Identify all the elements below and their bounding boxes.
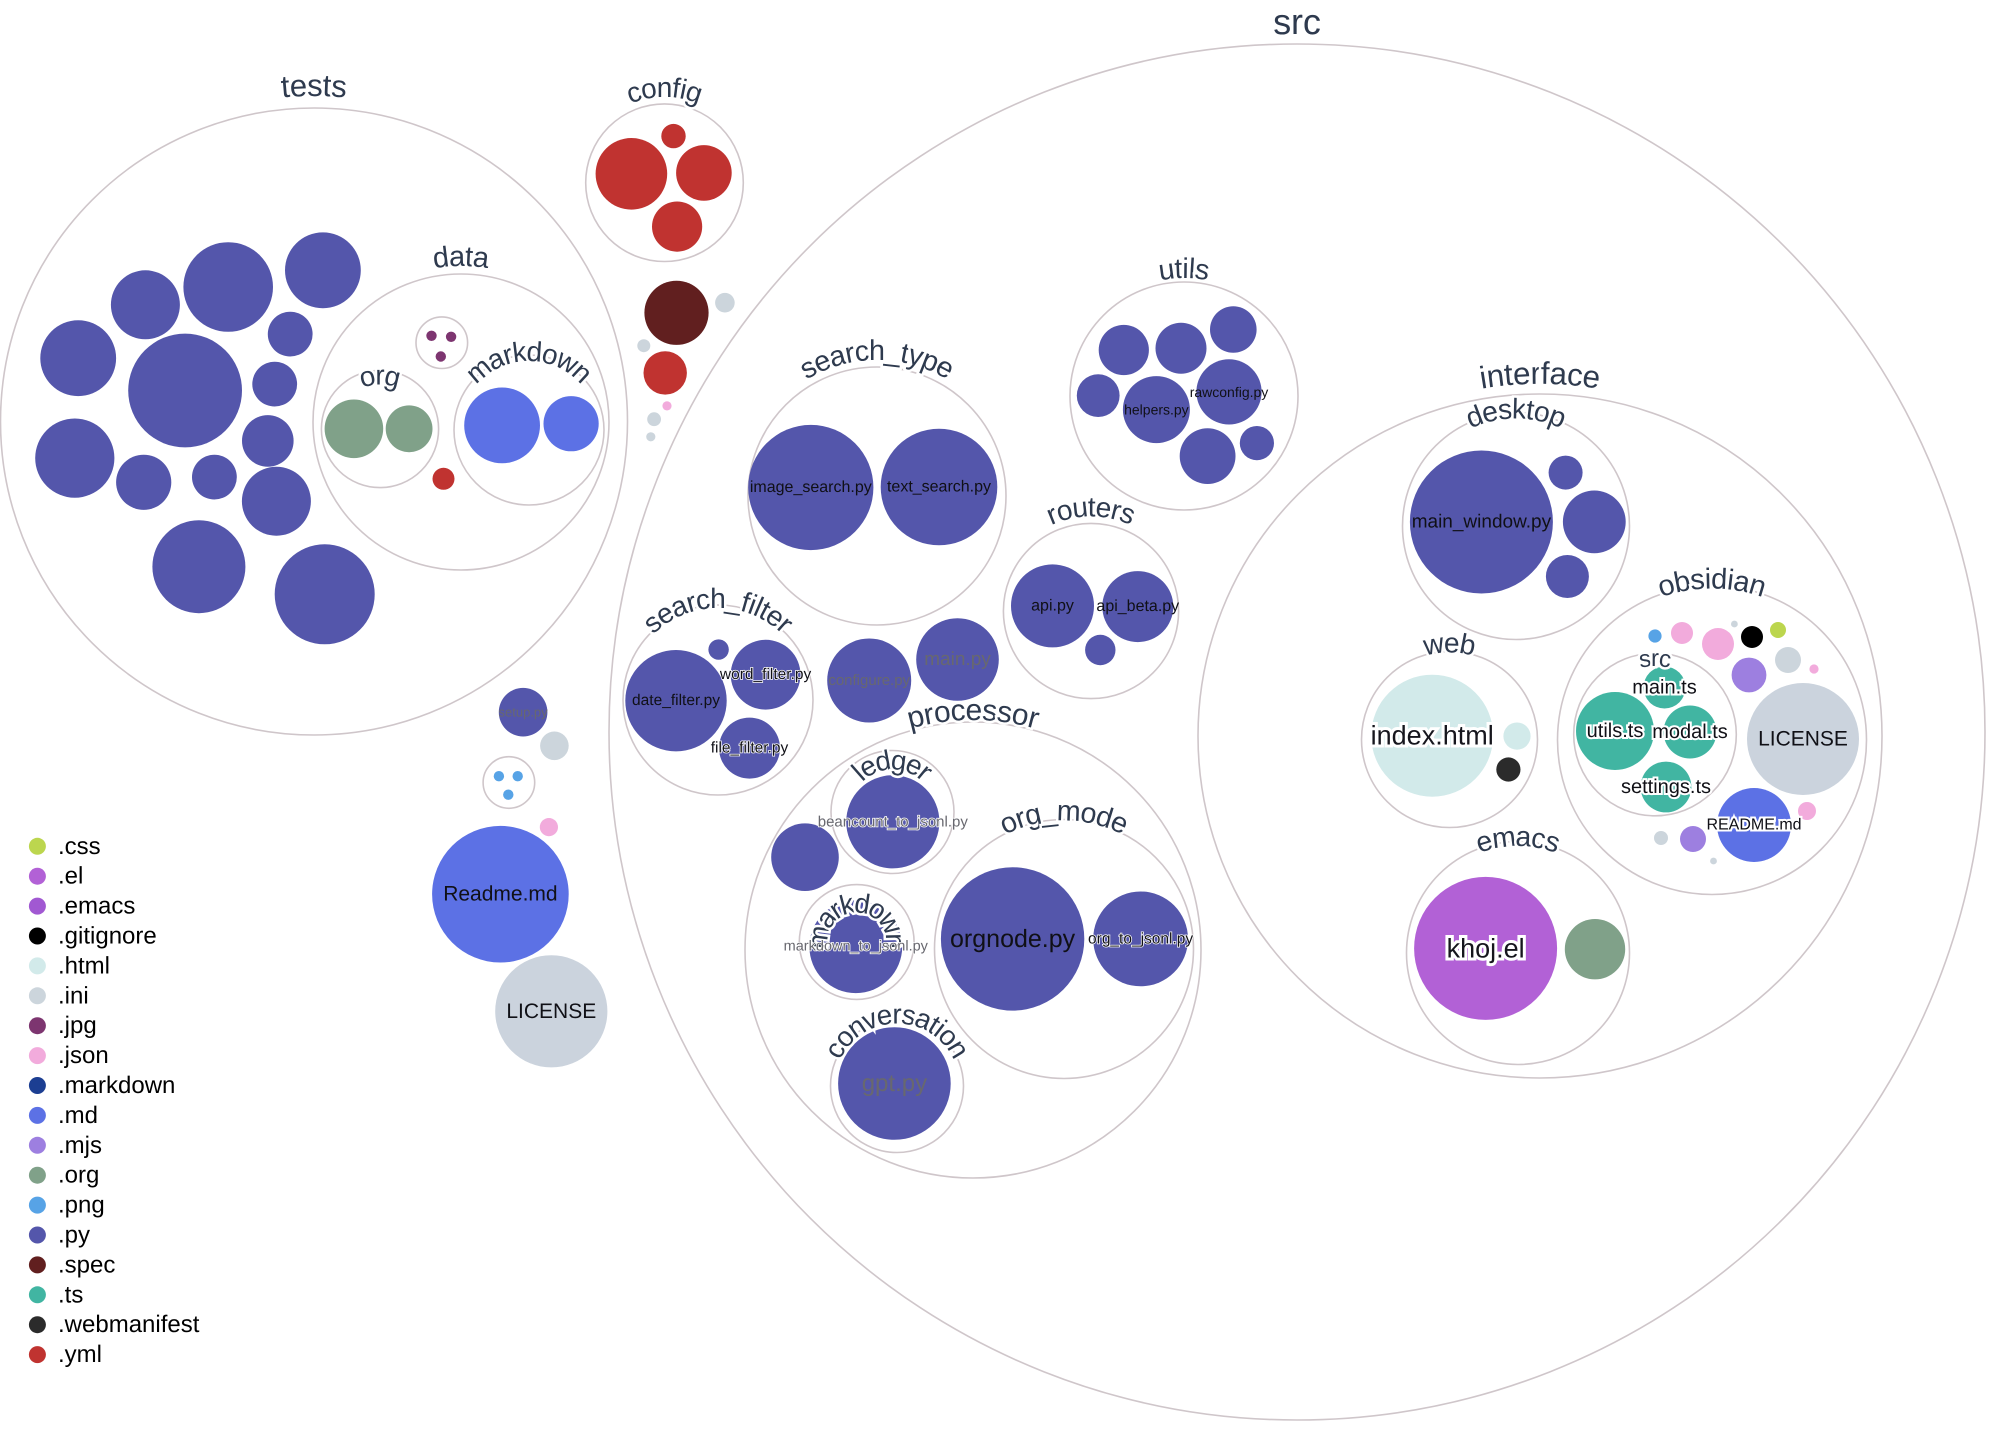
svg-text:markdown_to_jsonl.py: markdown_to_jsonl.py <box>784 939 929 955</box>
svg-text:LICENSE: LICENSE <box>506 1000 596 1023</box>
svg-text:configure.py: configure.py <box>828 672 910 689</box>
svg-text:.webmanifest: .webmanifest <box>58 1311 200 1338</box>
svg-text:index.html: index.html <box>1371 721 1494 751</box>
svg-text:tests: tests <box>280 68 349 105</box>
svg-text:.mjs: .mjs <box>58 1132 102 1159</box>
svg-text:main.py: main.py <box>924 649 991 670</box>
svg-text:rawconfig.py: rawconfig.py <box>1190 384 1269 400</box>
svg-text:Readme.md: Readme.md <box>443 883 557 906</box>
svg-text:utils.ts: utils.ts <box>1587 720 1644 742</box>
svg-text:api.py: api.py <box>1031 597 1074 614</box>
svg-text:settings.ts: settings.ts <box>1621 776 1711 798</box>
svg-text:.yml: .yml <box>58 1341 102 1368</box>
svg-text:data: data <box>431 240 492 274</box>
svg-text:org: org <box>356 360 404 394</box>
svg-text:org_to_jsonl.py: org_to_jsonl.py <box>1088 930 1193 947</box>
svg-text:.emacs: .emacs <box>58 893 135 920</box>
svg-text:word_filter.py: word_filter.py <box>719 666 812 683</box>
svg-text:file_filter.py: file_filter.py <box>711 740 789 757</box>
svg-text:src: src <box>1273 2 1322 42</box>
svg-text:.org: .org <box>58 1162 99 1189</box>
svg-text:.ts: .ts <box>58 1281 83 1308</box>
svg-text:setup.py: setup.py <box>499 705 549 720</box>
svg-text:.html: .html <box>58 952 110 979</box>
svg-text:.json: .json <box>58 1042 109 1069</box>
svg-text:helpers.py: helpers.py <box>1124 402 1189 418</box>
svg-text:.css: .css <box>58 833 101 860</box>
svg-text:processor: processor <box>904 694 1043 736</box>
svg-text:README.md: README.md <box>1706 817 1801 834</box>
svg-text:web: web <box>1420 628 1478 662</box>
svg-text:beancount_to_jsonl.py: beancount_to_jsonl.py <box>818 813 969 830</box>
svg-text:date_filter.py: date_filter.py <box>632 692 720 709</box>
svg-text:.gitignore: .gitignore <box>58 923 157 950</box>
svg-text:gpt.py: gpt.py <box>862 1070 927 1097</box>
svg-text:.png: .png <box>58 1192 105 1219</box>
svg-text:.markdown: .markdown <box>58 1072 175 1099</box>
svg-text:modal.ts: modal.ts <box>1652 721 1728 743</box>
svg-text:main.ts: main.ts <box>1632 677 1696 699</box>
svg-text:interface: interface <box>1477 356 1603 396</box>
svg-text:image_search.py: image_search.py <box>750 479 872 496</box>
svg-text:orgnode.py: orgnode.py <box>950 925 1076 953</box>
svg-text:.spec: .spec <box>58 1251 115 1278</box>
svg-text:.md: .md <box>58 1102 98 1129</box>
svg-text:.jpg: .jpg <box>58 1012 97 1039</box>
svg-text:.el: .el <box>58 863 83 890</box>
svg-text:src: src <box>1637 646 1673 674</box>
svg-text:api_beta.py: api_beta.py <box>1096 598 1179 615</box>
svg-text:.py: .py <box>58 1222 90 1249</box>
svg-text:khoj.el: khoj.el <box>1447 933 1525 963</box>
svg-text:LICENSE: LICENSE <box>1758 728 1848 751</box>
svg-text:main_window.py: main_window.py <box>1412 512 1552 533</box>
svg-text:.ini: .ini <box>58 982 89 1009</box>
svg-text:text_search.py: text_search.py <box>887 479 991 496</box>
svg-text:utils: utils <box>1156 252 1211 286</box>
